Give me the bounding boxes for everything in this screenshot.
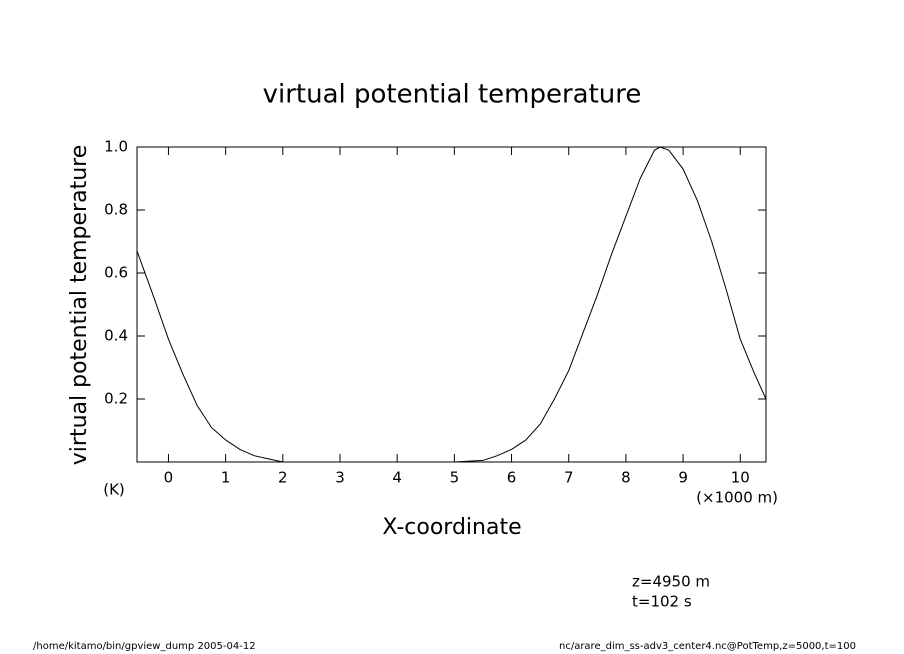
x-tick-label: 10 bbox=[731, 469, 750, 487]
y-tick-label: 0.4 bbox=[104, 327, 128, 345]
y-unit: (K) bbox=[103, 481, 125, 499]
x-tick-label: 9 bbox=[678, 469, 688, 487]
x-tick-label: 6 bbox=[507, 469, 517, 487]
footer-right: nc/arare_dim_ss-adv3_center4.nc@PotTemp,… bbox=[559, 641, 856, 652]
x-tick-label: 4 bbox=[392, 469, 402, 487]
annotation: z=4950 m bbox=[632, 573, 710, 591]
y-tick-label: 0.2 bbox=[104, 390, 128, 408]
data-line bbox=[136, 146, 767, 463]
x-tick-label: 1 bbox=[221, 469, 231, 487]
y-tick-label: 0.6 bbox=[104, 264, 128, 282]
x-unit: (×1000 m) bbox=[696, 489, 778, 507]
annotation: t=102 s bbox=[632, 593, 692, 611]
x-tick-label: 3 bbox=[335, 469, 345, 487]
y-tick-label: 1.0 bbox=[104, 138, 128, 156]
x-axis-label: X-coordinate bbox=[382, 515, 521, 540]
y-tick-label: 0.8 bbox=[104, 201, 128, 219]
x-tick-label: 8 bbox=[621, 469, 631, 487]
y-axis-label: virtual potential temperature bbox=[67, 145, 92, 465]
chart-title: virtual potential temperature bbox=[263, 80, 642, 110]
x-tick-label: 5 bbox=[450, 469, 460, 487]
footer-left: /home/kitamo/bin/gpview_dump 2005-04-12 bbox=[33, 641, 256, 652]
x-tick-label: 7 bbox=[564, 469, 574, 487]
x-tick-label: 0 bbox=[164, 469, 174, 487]
x-tick-label: 2 bbox=[278, 469, 288, 487]
